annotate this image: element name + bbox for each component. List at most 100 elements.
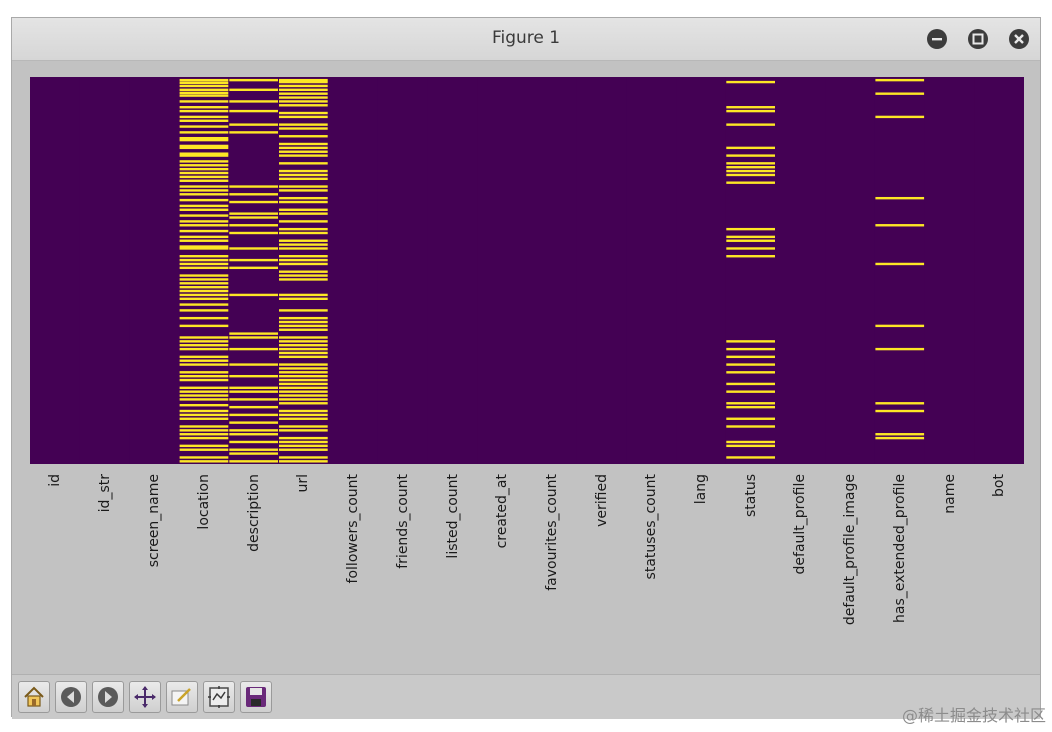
heatmap-true-stripe [179,245,229,248]
heatmap-true-stripe [279,347,328,351]
heatmap-true-stripe [179,81,229,85]
x-tick-label: description [245,474,262,552]
heatmap-true-stripe [229,413,278,417]
heatmap-cell-background [427,77,478,464]
heatmap-true-stripe [229,347,278,351]
home-button[interactable] [18,681,50,713]
heatmap-cell-background [874,77,925,464]
zoom-button[interactable] [166,681,198,713]
heatmap-true-stripe [179,359,229,362]
heatmap-true-stripe [179,247,229,250]
heatmap-true-stripe [179,278,229,281]
heatmap-column-followers_count [328,77,378,464]
heatmap-true-stripe [179,363,229,366]
heatmap-cell-background [924,77,975,464]
heatmap-true-stripe [279,297,328,300]
heatmap-true-stripe [279,371,328,374]
heatmap-true-stripe [279,78,328,82]
heatmap-true-stripe [179,355,229,359]
heatmap-true-stripe [279,429,328,432]
heatmap-true-stripe [179,371,229,374]
back-button[interactable] [55,681,87,713]
heatmap-true-stripe [279,456,328,459]
heatmap-true-stripe [875,262,925,266]
heatmap-true-stripe [179,164,229,167]
heatmap-column-id_str [79,77,130,464]
heatmap-true-stripe [875,402,925,405]
heatmap-true-stripe [726,154,775,157]
heatmap-true-stripe [279,200,328,204]
heatmap-true-stripe [179,266,229,270]
pan-move-icon [134,686,156,708]
title-bar[interactable]: Figure 1 [12,18,1040,61]
x-tick-label: favourites_count [543,474,560,591]
configure-subplots-button[interactable] [203,681,235,713]
heatmap-true-stripe [229,374,278,378]
minimize-button[interactable] [927,29,947,49]
heatmap-true-stripe [179,185,229,188]
heatmap-true-stripe [279,162,328,165]
heatmap-true-stripe [279,208,328,211]
heatmap-true-stripe [279,320,328,324]
heatmap-true-stripe [726,355,775,359]
heatmap-true-stripe [179,344,229,347]
close-button[interactable] [1009,29,1029,49]
heatmap-true-stripe [279,169,328,173]
heatmap-true-stripe [179,125,229,128]
heatmap-true-stripe [179,429,229,432]
heatmap-true-stripe [229,433,278,436]
heatmap-true-stripe [279,227,328,231]
heatmap-true-stripe [279,402,328,405]
heatmap-true-stripe [229,193,278,196]
heatmap-column-verified [576,77,627,464]
heatmap-true-stripe [179,374,229,378]
heatmap-true-stripe [279,255,328,258]
heatmap-column-friends_count [377,77,428,464]
heatmap-true-stripe [279,324,328,328]
heatmap-true-stripe [279,220,328,223]
heatmap-true-stripe [179,171,229,175]
heatmap-true-stripe [229,266,278,270]
heatmap-true-stripe [179,390,229,393]
heatmap-true-stripe [279,247,328,250]
heatmap-true-stripe [179,119,229,122]
heatmap-true-stripe [279,127,328,130]
heatmap-true-stripe [875,347,925,351]
heatmap-true-stripe [726,146,775,150]
subplots-icon [208,686,230,708]
heatmap-cell-background [477,77,527,464]
x-tick-label: name [941,474,958,514]
figure-window: Figure 1 id id_str screen_name location desc… [11,17,1041,719]
heatmap-true-stripe [179,336,229,339]
heatmap-column-default_profile [775,77,826,464]
heatmap-true-stripe [229,78,278,82]
heatmap-true-stripe [229,429,278,432]
heatmap-true-stripe [179,138,229,142]
heatmap-true-stripe [179,208,229,211]
heatmap-true-stripe [179,433,229,436]
heatmap-true-stripe [279,425,328,428]
heatmap-true-stripe [179,394,229,397]
heatmap-true-stripe [179,282,229,285]
heatmap-true-stripe [179,106,229,109]
heatmap-true-stripe [229,421,278,424]
heatmap-true-stripe [279,84,328,88]
x-tick-label: has_extended_profile [891,474,908,623]
heatmap-true-stripe [279,363,328,366]
heatmap-plot[interactable] [30,77,1024,464]
forward-button[interactable] [92,681,124,713]
heatmap-cell-background [676,77,726,464]
heatmap-true-stripe [229,247,278,250]
heatmap-true-stripe [279,367,328,370]
minimize-icon [932,38,942,41]
maximize-button[interactable] [968,29,988,49]
heatmap-true-stripe [179,167,229,171]
heatmap-true-stripe [279,150,328,153]
heatmap-true-stripe [279,274,328,277]
heatmap-true-stripe [229,224,278,227]
save-button[interactable] [240,681,272,713]
x-tick-label: default_profile_image [842,474,859,626]
heatmap-true-stripe [179,175,229,179]
pan-button[interactable] [129,681,161,713]
heatmap-true-stripe [179,460,229,463]
